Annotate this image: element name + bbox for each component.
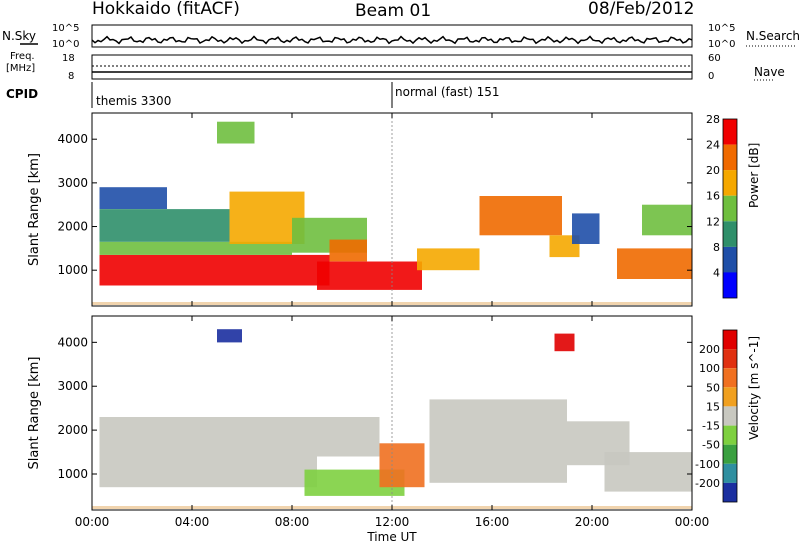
power-region-8: [417, 248, 480, 271]
noise-panel-frame: [91, 24, 693, 48]
xtick-label-1: 04:00: [175, 515, 210, 529]
power-region-6: [317, 261, 422, 290]
power-colorbar-tick-3: 16: [706, 190, 720, 203]
velocity-ytick-label-1000: 1000: [57, 467, 88, 481]
velocity-colorbar-seg-4: [723, 406, 737, 426]
noise-sky-label: N.Sky: [2, 29, 37, 43]
power-colorbar-seg-0: [723, 119, 737, 145]
velocity-colorbar-tick-6: -100: [695, 458, 720, 471]
power-ytick-label-1000: 1000: [57, 263, 88, 277]
power-region-3: [99, 187, 167, 209]
velocity-colorbar-seg-8: [723, 482, 737, 502]
beam-label: Beam 01: [355, 1, 432, 21]
noise-sky-series: [91, 35, 693, 45]
velocity-colorbar-seg-2: [723, 368, 737, 388]
velocity-colorbar-tick-0: 200: [699, 343, 720, 356]
velocity-colorbar-seg-6: [723, 444, 737, 464]
velocity-ylabel: Slant Range [km]: [27, 357, 42, 470]
power-colorbar-seg-2: [723, 170, 737, 196]
noise-right-tick-bottom: 10^0: [708, 39, 736, 50]
velocity-colorbar-tick-2: 50: [706, 381, 720, 394]
velocity-ytick-label-3000: 3000: [57, 379, 88, 393]
freq-left-tick-bottom: 8: [68, 71, 75, 82]
station-title: Hokkaido (fitACF): [92, 0, 240, 19]
xtick-label-4: 16:00: [475, 515, 510, 529]
freq-left-tick-top: 18: [62, 53, 75, 64]
power-ytick-label-3000: 3000: [57, 176, 88, 190]
power-region-13: [642, 204, 692, 236]
velocity-colorbar-seg-0: [723, 330, 737, 350]
power-colorbar-tick-0: 4: [713, 266, 720, 279]
power-colorbar-seg-6: [723, 272, 737, 298]
power-region-11: [572, 213, 600, 244]
power-colorbar-tick-2: 12: [706, 215, 720, 228]
power-region-0: [99, 254, 330, 286]
xaxis-label: Time UT: [366, 530, 417, 544]
power-region-1: [99, 241, 292, 255]
power-colorbar-tick-1: 8: [713, 241, 720, 254]
velocity-region-4: [429, 399, 567, 483]
power-region-9: [479, 196, 562, 236]
noise-left-tick-top: 10^5: [52, 23, 80, 34]
velocity-colorbar-tick-5: -50: [702, 439, 720, 452]
velocity-colorbar-seg-5: [723, 425, 737, 445]
velocity-region-6: [604, 452, 692, 492]
power-colorbar-seg-4: [723, 221, 737, 247]
cpid-segment-2: normal (fast) 151: [395, 85, 500, 99]
nave-right-tick-bottom: 0: [708, 71, 715, 82]
velocity-colorbar-frame: [722, 329, 738, 503]
nave-label: Nave: [754, 65, 785, 79]
noise-left-tick-bottom: 10^0: [52, 39, 80, 50]
velocity-ytick-label-2000: 2000: [57, 423, 88, 437]
freq-panel-frame: [91, 54, 693, 80]
power-ytick-label-4000: 4000: [57, 132, 88, 146]
velocity-colorbar-tick-3: 15: [706, 400, 720, 413]
power-colorbar-tick-4: 20: [706, 164, 720, 177]
freq-label-line2: [MHz]: [6, 63, 36, 74]
power-colorbar-seg-3: [723, 195, 737, 222]
velocity-colorbar-seg-3: [723, 387, 737, 407]
power-region-14: [217, 121, 255, 144]
cpid-segment-1: themis 3300: [96, 94, 172, 108]
power-colorbar-tick-6: 28: [706, 113, 720, 126]
power-colorbar-frame: [722, 118, 738, 299]
velocity-ytick-label-4000: 4000: [57, 335, 88, 349]
velocity-region-8: [554, 333, 575, 352]
power-ytick-label-2000: 2000: [57, 220, 88, 234]
xtick-label-5: 20:00: [575, 515, 610, 529]
xtick-label-3: 12:00: [375, 515, 410, 529]
velocity-colorbar-tick-7: -200: [695, 477, 720, 490]
freq-label-line1: Freq.: [10, 51, 35, 62]
power-region-2: [99, 209, 230, 242]
power-colorbar-seg-1: [723, 144, 737, 171]
xtick-label-2: 08:00: [275, 515, 310, 529]
date-label: 08/Feb/2012: [588, 0, 695, 19]
power-ylabel: Slant Range [km]: [27, 153, 42, 266]
velocity-colorbar-seg-1: [723, 349, 737, 369]
velocity-region-1: [317, 417, 380, 457]
power-colorbar-tick-5: 24: [706, 139, 720, 152]
power-region-7: [329, 239, 367, 262]
xtick-label-0: 00:00: [75, 515, 110, 529]
noise-right-tick-top: 10^5: [708, 23, 736, 34]
nave-right-tick-top: 60: [708, 53, 721, 64]
noise-search-label: N.Search: [746, 29, 800, 43]
cpid-label: CPID: [6, 87, 39, 101]
velocity-region-3: [379, 443, 425, 488]
power-colorbar-seg-5: [723, 246, 737, 273]
velocity-region-7: [217, 329, 242, 343]
power-region-12: [617, 248, 692, 279]
velocity-region-0: [99, 417, 317, 488]
velocity-colorbar-tick-4: -15: [702, 420, 720, 433]
velocity-colorbar-tick-1: 100: [699, 362, 720, 375]
velocity-colorbar-seg-7: [723, 463, 737, 483]
xtick-label-6: 00:00: [675, 515, 710, 529]
